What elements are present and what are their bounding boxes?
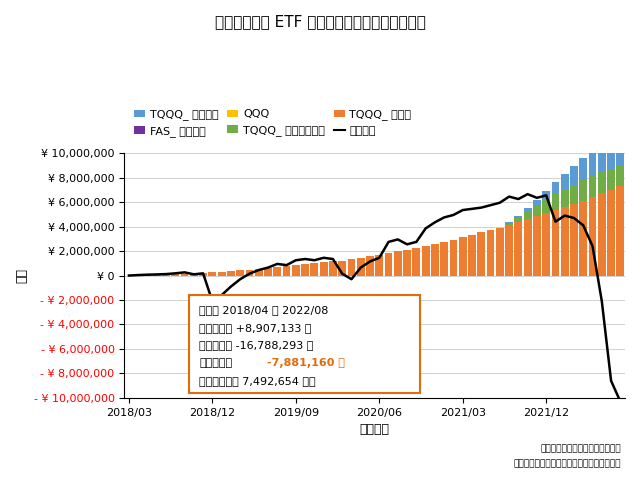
Bar: [524, 219, 532, 276]
Bar: [310, 264, 318, 276]
Bar: [533, 200, 541, 205]
Bar: [524, 208, 532, 212]
Bar: [616, 186, 624, 276]
Bar: [375, 255, 383, 276]
Bar: [209, 273, 216, 276]
Bar: [542, 199, 550, 213]
Bar: [431, 244, 439, 276]
Text: （投資元本： 7,492,654 円）: （投資元本： 7,492,654 円）: [200, 376, 316, 386]
Legend: TQQQ_ ブロック, FAS_ ブロック, QQQ, TQQQ_ 無限ナンピン, TQQQ_ その他, 合計損益: TQQQ_ ブロック, FAS_ ブロック, QQQ, TQQQ_ 無限ナンピン…: [130, 105, 415, 141]
Text: 合計損益：: 合計損益：: [200, 358, 232, 368]
Bar: [616, 165, 624, 186]
Bar: [607, 169, 615, 190]
Bar: [561, 174, 569, 189]
Text: -7,881,160 円: -7,881,160 円: [267, 358, 345, 368]
Bar: [264, 268, 272, 276]
Bar: [172, 274, 179, 276]
Bar: [570, 166, 578, 185]
Bar: [515, 216, 522, 218]
Bar: [496, 228, 504, 276]
Bar: [598, 140, 605, 172]
Bar: [570, 204, 578, 276]
Bar: [283, 266, 291, 276]
Bar: [301, 264, 309, 276]
Bar: [236, 270, 244, 276]
Bar: [570, 185, 578, 204]
Bar: [561, 189, 569, 207]
Bar: [339, 261, 346, 276]
Bar: [255, 269, 262, 276]
Bar: [616, 117, 624, 165]
Bar: [190, 274, 198, 276]
Bar: [180, 274, 189, 276]
Bar: [616, 115, 624, 117]
Bar: [273, 267, 281, 276]
Bar: [366, 256, 374, 276]
Bar: [515, 218, 522, 222]
Bar: [598, 172, 605, 193]
Bar: [356, 258, 365, 276]
Text: 実現損益： +8,907,133 円: 実現損益： +8,907,133 円: [200, 323, 312, 333]
Bar: [505, 223, 513, 225]
Y-axis label: 利益: 利益: [15, 268, 28, 283]
Bar: [505, 222, 513, 223]
Bar: [552, 210, 559, 276]
Bar: [579, 158, 588, 180]
Bar: [579, 180, 588, 201]
Text: 実現損益：決済益＋分配金＋金利: 実現損益：決済益＋分配金＋金利: [540, 444, 621, 454]
Bar: [589, 197, 596, 276]
Bar: [394, 252, 402, 276]
Bar: [589, 176, 596, 197]
Bar: [403, 250, 411, 276]
Bar: [227, 271, 235, 276]
Bar: [348, 259, 355, 276]
Bar: [533, 216, 541, 276]
Bar: [505, 225, 513, 276]
Bar: [468, 235, 476, 276]
Bar: [459, 237, 467, 276]
Bar: [385, 253, 392, 276]
Bar: [292, 265, 300, 276]
Bar: [329, 262, 337, 276]
Bar: [449, 240, 458, 276]
Text: トライオート ETF の実現損益と合計損益の推移: トライオート ETF の実現損益と合計損益の推移: [214, 14, 426, 29]
Bar: [320, 263, 328, 276]
Text: 合計損益：ポジションを全決済した時の損益: 合計損益：ポジションを全決済した時の損益: [513, 459, 621, 468]
Bar: [552, 182, 559, 194]
Bar: [552, 194, 559, 210]
Bar: [486, 230, 495, 276]
Bar: [579, 201, 588, 276]
Bar: [218, 272, 225, 276]
Bar: [422, 246, 429, 276]
Bar: [153, 275, 161, 276]
Bar: [199, 273, 207, 276]
Bar: [607, 132, 615, 169]
Bar: [246, 270, 253, 276]
Bar: [542, 213, 550, 276]
Text: 期間： 2018/04 ～ 2022/08: 期間： 2018/04 ～ 2022/08: [200, 305, 329, 315]
Bar: [607, 190, 615, 276]
Bar: [589, 147, 596, 176]
Bar: [542, 192, 550, 199]
Bar: [162, 275, 170, 276]
Text: 評価損益： -16,788,293 円: 評価損益： -16,788,293 円: [200, 340, 314, 350]
Bar: [533, 205, 541, 216]
X-axis label: 運用期間: 運用期間: [360, 423, 390, 436]
FancyBboxPatch shape: [189, 295, 420, 393]
Bar: [412, 248, 420, 276]
Bar: [561, 207, 569, 276]
Bar: [524, 212, 532, 219]
Bar: [598, 193, 605, 276]
Bar: [515, 222, 522, 276]
Bar: [440, 242, 448, 276]
Bar: [477, 232, 485, 276]
